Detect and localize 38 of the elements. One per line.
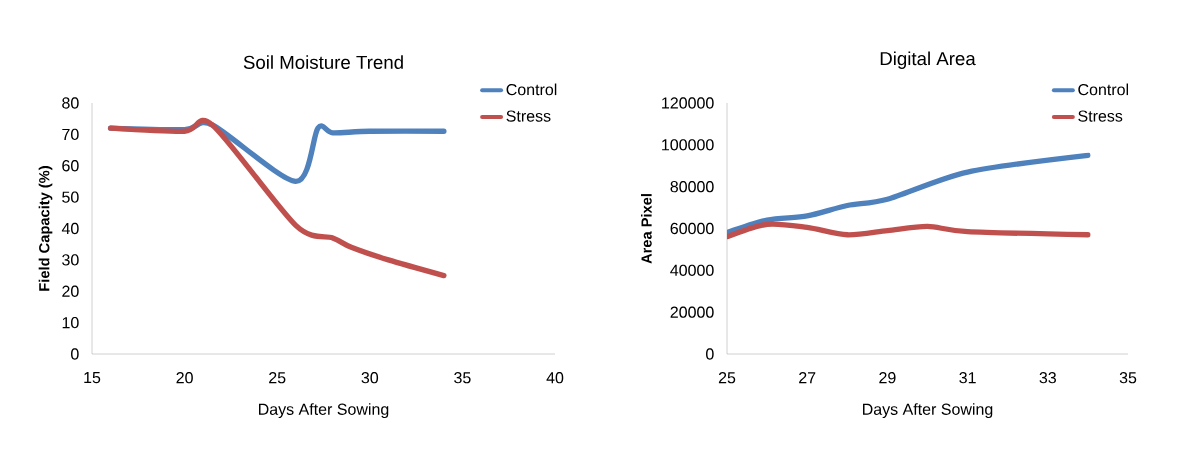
- x-tick-label: 25: [718, 372, 736, 384]
- x-axis-title: Days After Sowing: [259, 403, 389, 419]
- x-tick-label: 15: [84, 372, 101, 384]
- y-tick-label: 70: [62, 128, 79, 141]
- chart-title: Digital Area: [880, 51, 976, 69]
- x-tick-label: 40: [546, 372, 564, 384]
- y-tick-label: 120000: [662, 97, 714, 109]
- legend-label: Control: [1078, 83, 1129, 96]
- x-tick-label: 25: [269, 372, 286, 384]
- y-tick-label: 20: [62, 285, 79, 297]
- y-tick-label: 60: [62, 160, 79, 172]
- y-tick-label: 30: [62, 254, 79, 266]
- y-tick-label: 0: [706, 348, 714, 360]
- y-tick-label: 40: [61, 222, 79, 235]
- y-tick-label: 80000: [670, 181, 714, 193]
- y-tick-label: 40000: [670, 264, 714, 276]
- legend-label: Control: [506, 83, 557, 96]
- x-tick-label: 20: [176, 372, 193, 384]
- legend-label: Stress: [1078, 110, 1123, 122]
- y-tick-label: 0: [71, 348, 79, 360]
- y-tick-label: 20000: [670, 306, 714, 318]
- y-tick-label: 100000: [662, 139, 714, 151]
- x-tick-label: 27: [799, 372, 816, 384]
- x-tick-label: 29: [879, 372, 896, 384]
- y-axis-title: Area Pixel: [640, 194, 652, 264]
- x-tick-label: 35: [454, 372, 471, 384]
- x-tick-label: 33: [1039, 372, 1056, 384]
- y-axis-title: Field Capacity (%): [38, 166, 53, 291]
- chart-title: Soil Moisture Trend: [243, 55, 403, 69]
- x-tick-label: 31: [959, 372, 976, 384]
- y-tick-label: 60000: [670, 222, 714, 235]
- legend-label: Stress: [506, 110, 551, 122]
- x-axis-title: Days After Sowing: [863, 403, 993, 419]
- y-tick-label: 50: [62, 191, 79, 203]
- x-tick-label: 35: [1119, 372, 1137, 384]
- y-tick-label: 80: [62, 97, 79, 109]
- x-tick-label: 30: [361, 372, 379, 384]
- y-tick-label: 10: [62, 316, 79, 329]
